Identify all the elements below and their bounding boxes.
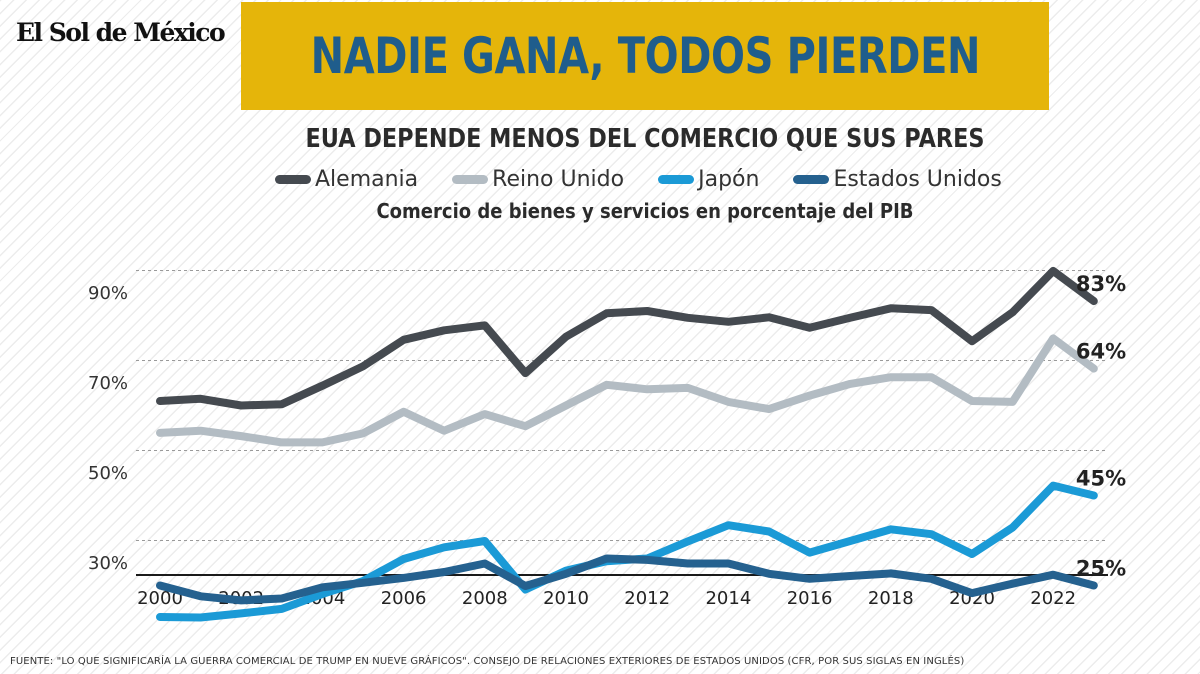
x-tick-label: 2022 [1030, 588, 1076, 609]
legend-swatch-estados-unidos [793, 174, 830, 184]
x-tick-label: 2010 [543, 588, 589, 609]
end-label-estados-unidos: 25% [1076, 557, 1126, 581]
legend-item-japon: Japón [658, 167, 759, 192]
legend-label-alemania: Alemania [315, 166, 419, 192]
end-label-reino-unido: 64% [1076, 340, 1126, 364]
x-tick-label: 2008 [462, 588, 508, 609]
end-label-japon: 45% [1076, 467, 1126, 491]
y-tick-label: 70% [88, 373, 128, 394]
y-tick-label: 50% [88, 463, 128, 484]
series-line-alemania [156, 266, 1098, 410]
newspaper-logo: El Sol de México [16, 18, 226, 47]
y-tick-label: 90% [88, 283, 128, 304]
legend-item-alemania: Alemania [275, 167, 418, 192]
x-tick-label: 2006 [381, 588, 427, 609]
x-tick-label: 2018 [868, 588, 914, 609]
legend-swatch-japon [658, 174, 695, 184]
legend-item-estados-unidos: Estados Unidos [793, 166, 1002, 192]
legend-swatch-reino-unido [452, 174, 489, 184]
legend-label-estados-unidos: Estados Unidos [833, 166, 1002, 192]
headline: NADIE GANA, TODOS PIERDEN [310, 27, 980, 85]
legend-item-reino-unido: Reino Unido [452, 167, 624, 192]
series-line-reino-unido [156, 334, 1098, 447]
chart-legend: Alemania Reino Unido Japón Estados Unido… [275, 164, 1036, 194]
series-line-estados-unidos [156, 554, 1098, 605]
end-label-alemania: 83% [1076, 272, 1126, 296]
x-tick-label: 2014 [705, 588, 751, 609]
legend-swatch-alemania [275, 174, 311, 184]
x-tick-label: 2000 [137, 588, 183, 609]
chart-subtitle: Comercio de bienes y servicios en porcen… [376, 199, 914, 223]
chart-title: EUA DEPENDE MENOS DEL COMERCIO QUE SUS P… [305, 124, 985, 154]
legend-label-reino-unido: Reino Unido [492, 166, 625, 192]
headline-banner: NADIE GANA, TODOS PIERDEN [241, 2, 1049, 110]
y-tick-label: 30% [88, 553, 128, 574]
legend-label-japon: Japón [698, 166, 760, 192]
x-tick-label: 2016 [787, 588, 833, 609]
x-tick-label: 2012 [624, 588, 670, 609]
source-note: FUENTE: "LO QUE SIGNIFICARÍA LA GUERRA C… [10, 656, 965, 667]
